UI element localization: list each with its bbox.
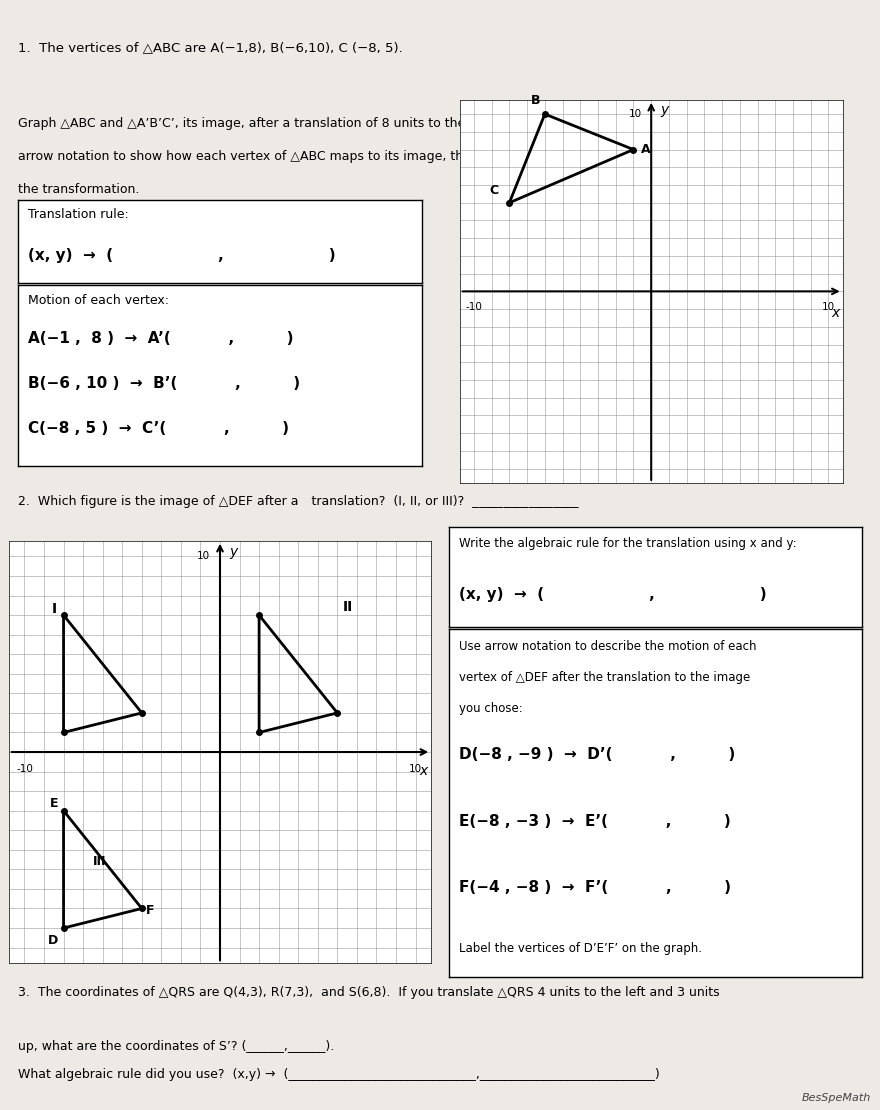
Text: you chose:: you chose: bbox=[459, 703, 523, 715]
Text: What algebraic rule did you use?  (x,y) →  (______________________________,_____: What algebraic rule did you use? (x,y) →… bbox=[18, 1068, 659, 1081]
Text: II: II bbox=[343, 601, 354, 614]
Text: F: F bbox=[146, 905, 154, 917]
Text: Use arrow notation to describe the motion of each: Use arrow notation to describe the motio… bbox=[459, 639, 757, 653]
Text: Motion of each vertex:: Motion of each vertex: bbox=[28, 294, 169, 307]
Text: Label the vertices of D’E’F’ on the graph.: Label the vertices of D’E’F’ on the grap… bbox=[459, 942, 702, 955]
Text: 10: 10 bbox=[822, 302, 835, 312]
Text: x: x bbox=[419, 764, 428, 778]
Text: y: y bbox=[660, 103, 668, 118]
Text: F(−4 , −8 )  →  F’(           ,          ): F(−4 , −8 ) → F’( , ) bbox=[459, 879, 731, 895]
Text: B: B bbox=[532, 94, 540, 107]
Text: E(−8 , −3 )  →  E’(           ,          ): E(−8 , −3 ) → E’( , ) bbox=[459, 814, 731, 828]
Text: BesSpeMath: BesSpeMath bbox=[802, 1092, 871, 1103]
Text: 1.  The vertices of △ABC are A(−1,8), B(−6,10), C (−8, 5).: 1. The vertices of △ABC are A(−1,8), B(−… bbox=[18, 41, 402, 54]
Text: 10: 10 bbox=[197, 552, 210, 562]
Text: Graph △ABC and △A’B’C’, its image, after a translation of 8 units to the right a: Graph △ABC and △A’B’C’, its image, after… bbox=[18, 117, 645, 130]
Text: -10: -10 bbox=[466, 302, 482, 312]
Text: I: I bbox=[52, 603, 57, 616]
Text: vertex of △DEF after the translation to the image: vertex of △DEF after the translation to … bbox=[459, 672, 751, 684]
Text: the transformation.: the transformation. bbox=[18, 183, 139, 196]
Text: C(−8 , 5 )  →  C’(           ,          ): C(−8 , 5 ) → C’( , ) bbox=[28, 421, 289, 436]
Text: 10: 10 bbox=[629, 109, 642, 119]
Text: up, what are the coordinates of S’? (______,______).: up, what are the coordinates of S’? (___… bbox=[18, 1040, 334, 1053]
Text: arrow notation to show how each vertex of △ABC maps to its image, then write an : arrow notation to show how each vertex o… bbox=[18, 150, 645, 163]
Text: E: E bbox=[50, 797, 58, 810]
Text: 10: 10 bbox=[409, 764, 422, 774]
Text: III: III bbox=[93, 856, 106, 868]
Text: A(−1 ,  8 )  →  A’(           ,          ): A(−1 , 8 ) → A’( , ) bbox=[28, 331, 293, 345]
Text: Write the algebraic rule for the translation using x and y:: Write the algebraic rule for the transla… bbox=[459, 537, 796, 551]
Text: (x, y)  →  (                    ,                    ): (x, y) → ( , ) bbox=[28, 249, 335, 263]
Text: 3.  The coordinates of △QRS are Q(4,3), R(7,3),  and S(6,8).  If you translate △: 3. The coordinates of △QRS are Q(4,3), R… bbox=[18, 986, 719, 999]
Text: D(−8 , −9 )  →  D’(           ,          ): D(−8 , −9 ) → D’( , ) bbox=[459, 747, 736, 763]
Text: 2.  Which figure is the image of △DEF after a    translation?  (I, II, or III)? : 2. Which figure is the image of △DEF aft… bbox=[18, 495, 578, 508]
Text: (x, y)  →  (                    ,                    ): (x, y) → ( , ) bbox=[459, 587, 766, 603]
Text: A: A bbox=[641, 143, 650, 157]
Text: Translation rule:: Translation rule: bbox=[28, 209, 128, 221]
Text: C: C bbox=[489, 184, 499, 198]
Text: -10: -10 bbox=[16, 764, 33, 774]
Text: y: y bbox=[230, 545, 238, 558]
Text: x: x bbox=[831, 305, 840, 320]
Text: D: D bbox=[48, 934, 58, 947]
Text: B(−6 , 10 )  →  B’(           ,          ): B(−6 , 10 ) → B’( , ) bbox=[28, 375, 300, 391]
